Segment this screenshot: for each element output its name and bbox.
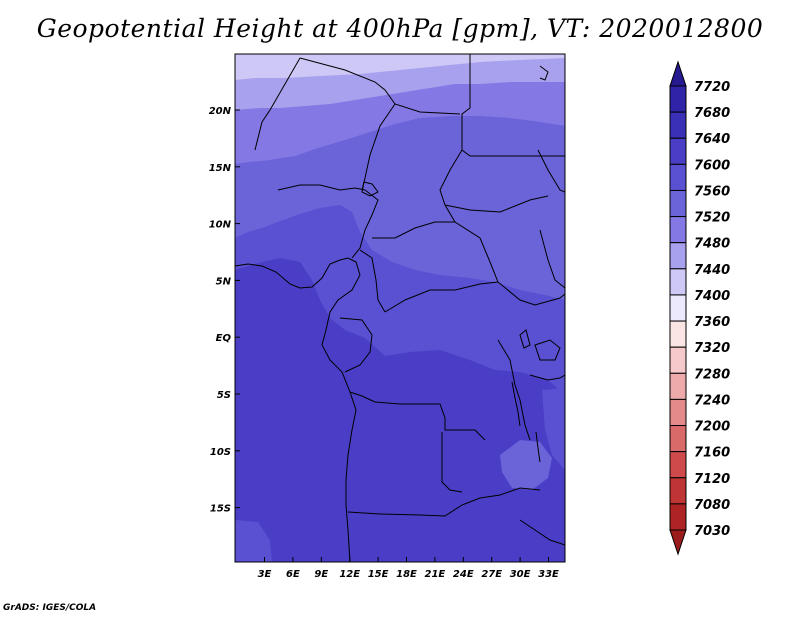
- lat-tick-label: 15S: [210, 504, 231, 515]
- colorbar-label: 7280: [694, 367, 730, 382]
- field-pocket-7560: [542, 388, 565, 470]
- lon-tick-label: 18E: [396, 569, 417, 580]
- colorbar-label: 7440: [694, 263, 730, 278]
- colorbar-label: 7680: [694, 106, 730, 121]
- border-sudan-southsudan: [444, 195, 549, 213]
- border-mozambique: [519, 519, 565, 546]
- colorbar-label: 7080: [694, 498, 730, 513]
- lake-victoria: [534, 339, 561, 361]
- colorbar-top-arrow: [669, 60, 687, 87]
- border-libya-sudan: [461, 149, 565, 157]
- colorbar-segment: [669, 398, 687, 427]
- border-nigeria-cameroon: [351, 189, 379, 259]
- lon-tick-label: 27E: [481, 569, 502, 580]
- lat-tick-label: 10N: [209, 220, 232, 231]
- colorbar-label: 7160: [694, 446, 730, 461]
- colorbar-label: 7400: [694, 289, 730, 304]
- colorbar-segment: [669, 268, 687, 296]
- colorbar-label: 7480: [694, 237, 730, 252]
- colorbar-segment: [669, 346, 687, 374]
- colorbar-label: 7030: [694, 524, 730, 539]
- colorbar-label: 7200: [694, 420, 730, 435]
- border-libya-egypt: [461, 54, 471, 150]
- colorbar-label: 7520: [694, 211, 730, 226]
- lon-tick-label: 12E: [339, 569, 360, 580]
- border-niger-nigeria: [277, 184, 366, 191]
- map-frame: [234, 53, 566, 563]
- lat-tick-label: 15N: [209, 163, 232, 174]
- border-nile: [537, 149, 565, 193]
- map-title: Geopotential Height at 400hPa [gpm], VT:…: [36, 14, 764, 43]
- colorbar-bottom-arrow: [669, 529, 687, 556]
- lat-tick-label: 20N: [209, 106, 232, 117]
- colorbar-segment: [669, 294, 687, 322]
- colorbar-label: 7600: [694, 158, 730, 173]
- border-car-drc: [384, 281, 499, 313]
- lon-tick-label: 6E: [286, 569, 300, 580]
- lat-tick-label: 10S: [210, 447, 231, 458]
- lat-tick-label: EQ: [216, 333, 232, 344]
- grads-credit: GrADS: IGES/COLA: [3, 603, 97, 613]
- colorbar-segment: [669, 425, 687, 453]
- height-field: [235, 54, 565, 562]
- colorbar-segment: [669, 111, 687, 139]
- lon-tick-label: 9E: [314, 569, 328, 580]
- border-chad-car: [372, 221, 455, 239]
- lon-tick-label: 33E: [538, 569, 559, 580]
- border-zambia-zimbabwe: [461, 487, 541, 506]
- lon-tick-label: 3E: [258, 569, 272, 580]
- colorbar-label: 7120: [694, 472, 730, 487]
- border-mali-niger: [254, 57, 301, 151]
- lake-albert: [519, 329, 531, 349]
- lake-tanganyika: [511, 381, 521, 427]
- lon-tick-label: 21E: [425, 569, 446, 580]
- colorbar-segment: [669, 189, 687, 218]
- border-ethiopia: [539, 229, 565, 289]
- lake-malawi: [535, 431, 541, 463]
- colorbar-segment: [669, 372, 687, 400]
- border-congo: [339, 317, 373, 373]
- colorbar-segment: [669, 477, 687, 505]
- field-band-7400: [235, 54, 565, 80]
- border-drc-east: [497, 339, 531, 441]
- colorbar-segment: [669, 216, 687, 244]
- border-algeria-niger: [299, 57, 461, 115]
- lon-tick-label: 15E: [368, 569, 389, 580]
- latitude-axis: 20N 15N 10N 5N EQ 5S 10S 15S: [209, 106, 240, 515]
- colorbar-label: 7640: [694, 132, 730, 147]
- border-chad-sudan: [439, 149, 499, 283]
- colorbar-segment: [669, 242, 687, 270]
- lake-chad: [361, 181, 379, 197]
- colorbar: 7720 7680 7640 7600 7560 7520 7480 7440 7400 7360…: [669, 60, 730, 556]
- coastline-west-africa: [235, 257, 361, 562]
- lon-tick-label: 24E: [453, 569, 474, 580]
- colorbar-label: 7320: [694, 341, 730, 356]
- colorbar-segment: [669, 320, 687, 348]
- longitude-axis: 3E 6E 9E 12E 15E 18E 21E 24E 27E 30E 33E: [258, 557, 559, 580]
- border-angola-namibia: [347, 504, 463, 517]
- border-drc-angola: [349, 391, 486, 441]
- border-southsudan: [497, 281, 565, 306]
- border-cameroon-car: [359, 249, 386, 313]
- colorbar-label: 7560: [694, 184, 730, 199]
- lon-tick-label: 30E: [510, 569, 531, 580]
- coast-red-sea: [539, 65, 549, 81]
- border-tanzania: [529, 374, 565, 381]
- colorbar-segment: [669, 451, 687, 479]
- colorbar-label: 7720: [694, 80, 730, 95]
- coastlines-borders: [235, 54, 565, 562]
- lat-tick-label: 5N: [216, 276, 232, 287]
- colorbar-segment: [669, 163, 687, 191]
- colorbar-segment: [669, 85, 687, 113]
- lat-tick-label: 5S: [217, 390, 231, 401]
- colorbar-label: 7240: [694, 393, 730, 408]
- colorbar-segment: [669, 137, 687, 165]
- border-angola-zambia: [441, 432, 463, 493]
- field-pocket-7560-west: [235, 520, 272, 562]
- colorbar-label: 7360: [694, 315, 730, 330]
- colorbar-segment: [669, 503, 687, 531]
